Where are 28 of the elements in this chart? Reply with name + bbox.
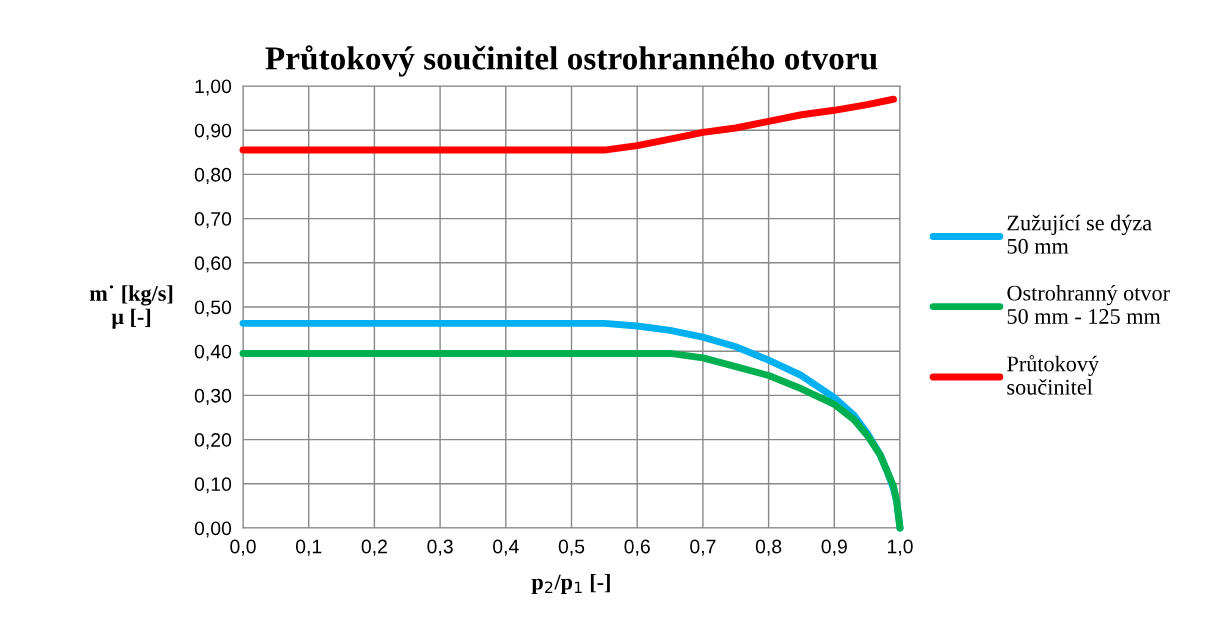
x-tick-label: 0,9	[821, 539, 847, 556]
x-tick-label: 0,8	[755, 539, 782, 556]
y-tick-label: 0,30	[194, 388, 232, 405]
x-tick-label: 0,5	[558, 539, 585, 556]
x-tick-label: 0,1	[295, 539, 322, 556]
y-tick-label: 0,20	[194, 433, 232, 450]
y-tick-label: 0,50	[194, 300, 232, 317]
x-tick-label: 1,0	[887, 539, 913, 556]
y-tick-label: 0,10	[194, 477, 232, 494]
y-axis-title: m˙ [kg/s] μ [-]	[89, 285, 173, 329]
x-tick-label: 0,7	[690, 539, 716, 556]
y-tick-label: 0,60	[194, 256, 232, 273]
y-tick-label: 0,80	[194, 167, 232, 184]
legend-label: Průtokový součinitel	[1007, 355, 1099, 395]
x-axis-title: p$_{2}$/p$_{1}$ [-]	[531, 573, 610, 595]
x-tick-label: 0,3	[427, 539, 453, 556]
y-tick-label: 1,00	[195, 79, 232, 96]
x-tick-label: 0,0	[230, 539, 256, 556]
legend-label: Zužující se dýza 50 mm	[1007, 214, 1152, 254]
chart-title: Průtokový součinitel ostrohranného otvoru	[265, 45, 878, 77]
x-tick-label: 0,2	[361, 539, 387, 556]
y-tick-label: 0,40	[194, 344, 232, 361]
x-tick-label: 0,6	[624, 539, 650, 556]
y-tick-label: 0,90	[194, 123, 232, 140]
y-tick-label: 0,70	[194, 212, 232, 229]
y-tick-label: 0,00	[194, 521, 232, 538]
legend-label: Ostrohranný otvor 50 mm - 125 mm	[1007, 284, 1170, 324]
x-tick-label: 0,4	[493, 539, 519, 556]
